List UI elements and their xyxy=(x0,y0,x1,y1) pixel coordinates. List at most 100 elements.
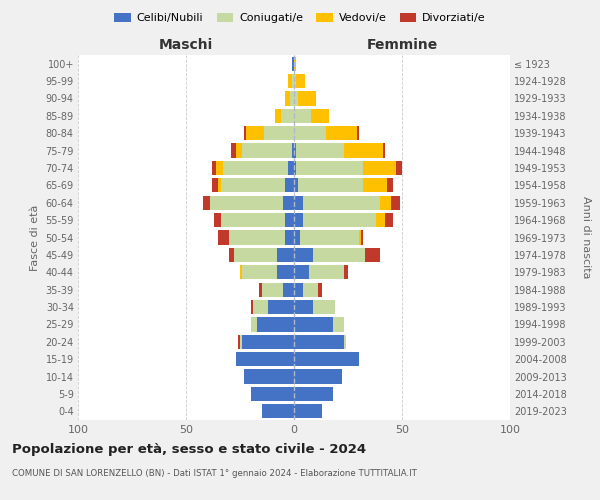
Text: Popolazione per età, sesso e stato civile - 2024: Popolazione per età, sesso e stato civil… xyxy=(12,442,366,456)
Bar xyxy=(294,265,309,280)
Bar xyxy=(298,92,316,106)
Bar xyxy=(212,161,216,175)
Bar xyxy=(236,144,242,158)
Bar xyxy=(294,126,326,140)
Bar xyxy=(344,334,346,349)
Bar xyxy=(395,161,402,175)
Bar xyxy=(287,161,294,175)
Bar xyxy=(383,144,385,158)
Bar xyxy=(259,282,262,297)
Bar xyxy=(238,334,240,349)
Bar xyxy=(229,230,286,244)
Bar xyxy=(302,213,376,227)
Bar xyxy=(286,92,290,106)
Bar xyxy=(294,352,359,366)
Bar xyxy=(286,178,294,192)
Bar xyxy=(221,178,286,192)
Bar xyxy=(232,144,236,158)
Bar xyxy=(264,126,294,140)
Legend: Celibi/Nubili, Coniugati/e, Vedovi/e, Divorziati/e: Celibi/Nubili, Coniugati/e, Vedovi/e, Di… xyxy=(110,8,490,28)
Bar xyxy=(326,126,356,140)
Bar xyxy=(275,108,281,123)
Bar xyxy=(380,196,391,210)
Bar xyxy=(344,144,383,158)
Y-axis label: Anni di nascita: Anni di nascita xyxy=(581,196,591,279)
Bar xyxy=(286,213,294,227)
Bar xyxy=(294,404,322,418)
Bar xyxy=(359,230,361,244)
Bar xyxy=(301,230,359,244)
Y-axis label: Fasce di età: Fasce di età xyxy=(30,204,40,270)
Bar xyxy=(387,178,394,192)
Bar xyxy=(212,178,218,192)
Bar xyxy=(286,230,294,244)
Bar xyxy=(229,248,233,262)
Bar xyxy=(294,300,313,314)
Bar xyxy=(333,318,344,332)
Bar xyxy=(391,196,400,210)
Bar xyxy=(221,213,286,227)
Text: Maschi: Maschi xyxy=(159,38,213,52)
Bar xyxy=(294,196,302,210)
Bar xyxy=(294,387,333,401)
Bar xyxy=(244,370,294,384)
Bar xyxy=(313,300,335,314)
Bar xyxy=(365,248,380,262)
Bar xyxy=(218,230,229,244)
Bar xyxy=(242,334,294,349)
Bar xyxy=(292,56,294,71)
Bar xyxy=(218,178,221,192)
Text: Femmine: Femmine xyxy=(367,38,437,52)
Bar xyxy=(283,196,294,210)
Bar xyxy=(236,352,294,366)
Bar xyxy=(294,74,296,88)
Bar xyxy=(294,144,296,158)
Bar xyxy=(294,108,311,123)
Bar xyxy=(292,74,294,88)
Bar xyxy=(244,126,247,140)
Bar xyxy=(251,300,253,314)
Bar xyxy=(296,161,363,175)
Bar xyxy=(294,213,302,227)
Bar xyxy=(385,213,394,227)
Bar xyxy=(210,196,283,210)
Bar xyxy=(253,300,268,314)
Bar xyxy=(309,265,344,280)
Bar xyxy=(242,144,292,158)
Bar xyxy=(318,282,322,297)
Bar xyxy=(294,282,302,297)
Bar xyxy=(294,370,341,384)
Bar xyxy=(223,161,287,175)
Bar xyxy=(233,248,277,262)
Bar xyxy=(277,248,294,262)
Bar xyxy=(203,196,210,210)
Bar xyxy=(242,265,277,280)
Bar xyxy=(290,92,294,106)
Bar xyxy=(294,318,333,332)
Bar xyxy=(268,300,294,314)
Bar xyxy=(251,387,294,401)
Bar xyxy=(363,161,395,175)
Bar xyxy=(283,282,294,297)
Bar xyxy=(262,282,283,297)
Bar xyxy=(344,265,348,280)
Bar xyxy=(294,178,298,192)
Bar xyxy=(281,108,294,123)
Bar xyxy=(356,126,359,140)
Bar xyxy=(240,334,242,349)
Bar xyxy=(257,318,294,332)
Bar xyxy=(294,334,344,349)
Bar xyxy=(277,265,294,280)
Bar xyxy=(296,74,305,88)
Bar xyxy=(294,230,301,244)
Bar xyxy=(302,282,318,297)
Bar xyxy=(311,108,329,123)
Bar xyxy=(247,126,264,140)
Bar xyxy=(292,144,294,158)
Bar xyxy=(251,318,257,332)
Bar xyxy=(294,161,296,175)
Bar xyxy=(361,230,363,244)
Bar xyxy=(240,265,242,280)
Bar xyxy=(214,213,221,227)
Bar xyxy=(216,161,223,175)
